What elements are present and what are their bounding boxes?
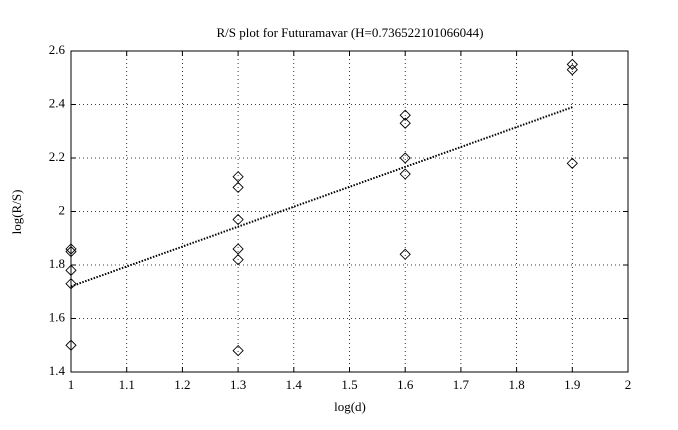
diamond-marker (566, 157, 578, 169)
x-tick-label: 1.8 (508, 377, 524, 392)
diamond-marker (232, 181, 244, 194)
x-tick-label: 1 (68, 377, 75, 392)
diamond-marker (232, 171, 244, 183)
y-tick-label: 2.4 (49, 95, 66, 110)
x-tick-label: 1.4 (286, 377, 303, 392)
plot-frame (70, 50, 629, 373)
diamond-marker (399, 168, 411, 180)
diamond-marker (232, 213, 244, 226)
diamond-marker (566, 58, 578, 71)
diamond-marker (65, 245, 77, 258)
y-tick-label: 2.6 (49, 42, 66, 57)
diamond-marker (232, 344, 244, 357)
diamond-marker (65, 278, 77, 290)
x-tick-label: 1.7 (453, 377, 470, 392)
diamond-marker (65, 264, 77, 276)
x-tick-label: 1.3 (230, 377, 246, 392)
diamond-marker (399, 117, 411, 129)
diamond-marker (65, 243, 77, 255)
x-tick-label: 2 (625, 377, 632, 392)
y-axis-label: log(R/S) (9, 190, 24, 235)
y-tick-label: 1.6 (49, 309, 66, 324)
diamond-marker (232, 254, 244, 266)
diamond-marker (399, 248, 411, 260)
chart-title: R/S plot for Futuramavar (H=0.7365221010… (217, 25, 484, 40)
x-tick-label: 1.1 (119, 377, 135, 392)
diamond-marker (65, 339, 77, 351)
diamond-marker (566, 64, 578, 76)
x-tick-label: 1.2 (174, 377, 190, 392)
diamond-marker (399, 109, 411, 121)
x-tick-label: 1.6 (397, 377, 414, 392)
diamond-marker (232, 243, 244, 255)
y-tick-label: 1.4 (49, 363, 66, 378)
y-tick-label: 2.2 (49, 149, 65, 164)
x-tick-label: 1.5 (341, 377, 357, 392)
diamond-marker (399, 152, 411, 164)
x-axis-label: log(d) (334, 399, 366, 414)
y-tick-label: 2 (59, 202, 66, 217)
x-tick-label: 1.9 (564, 377, 580, 392)
y-tick-label: 1.8 (49, 256, 65, 271)
